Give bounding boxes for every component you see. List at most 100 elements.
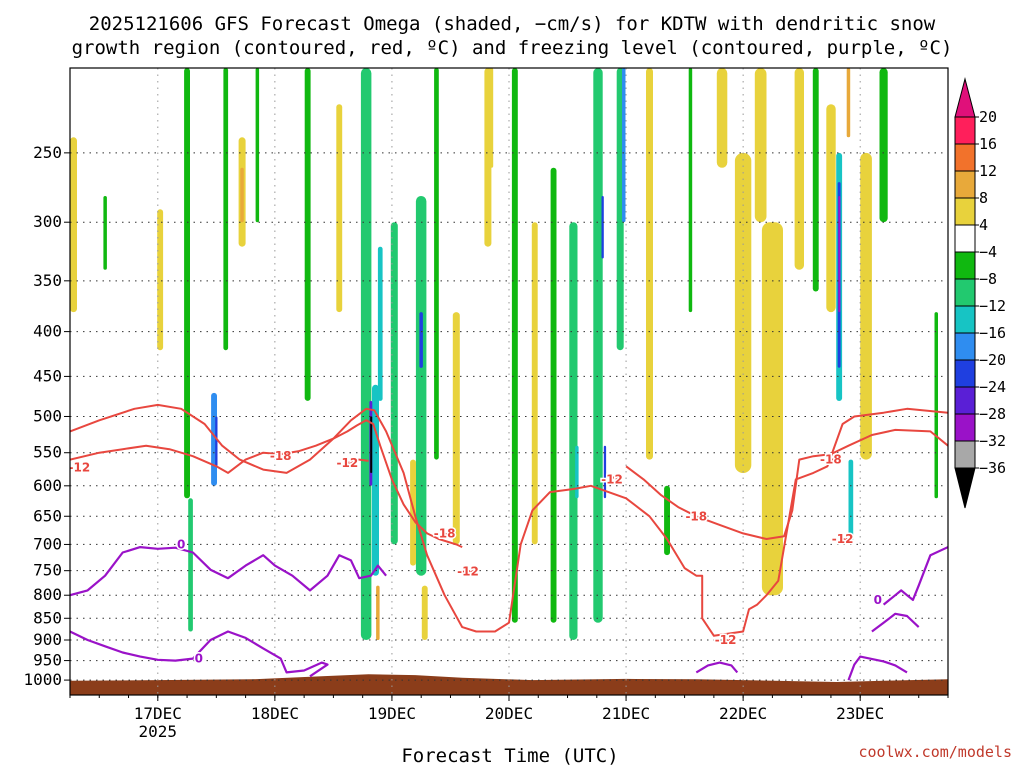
omega-cell (415, 196, 427, 576)
colorbar-label: −16 (979, 324, 1006, 342)
contour-label: 0 (195, 652, 203, 666)
omega-cell (716, 68, 728, 168)
colorbar-segment (954, 332, 976, 361)
contour-label: -12 (69, 461, 91, 475)
contour-line (608, 475, 621, 481)
y-tick-label: 350 (33, 271, 62, 290)
y-tick-label: 950 (33, 651, 62, 670)
omega-cell (434, 68, 439, 460)
omega-cell (616, 68, 624, 351)
contour-line (462, 569, 474, 573)
y-tick-label: 450 (33, 366, 62, 385)
omega-cell (377, 246, 383, 401)
omega-cell (419, 312, 423, 368)
omega-cell (390, 222, 398, 545)
y-tick-label: 650 (33, 506, 62, 525)
colorbar-bottom-arrow (954, 467, 976, 509)
y-tick-label: 400 (33, 322, 62, 341)
omega-cell (484, 68, 492, 247)
omega-cell (372, 384, 379, 576)
x-tick-label: 22DEC (719, 704, 767, 723)
colorbar-label: −32 (979, 432, 1006, 450)
omega-cell (370, 416, 373, 473)
y-tick-label: 750 (33, 561, 62, 580)
y-tick-label: 800 (33, 585, 62, 604)
gridlines (70, 68, 948, 695)
y-tick-label: 700 (33, 534, 62, 553)
omega-cell (848, 459, 854, 545)
y-tick-label: 250 (33, 143, 62, 162)
contour-line (70, 546, 387, 597)
dgz-contours: -12 -18 -12 -18 -12 -12 -18 -12 -18 -12 (69, 403, 948, 649)
y-tick-label: 600 (33, 476, 62, 495)
y-tick-label: 850 (33, 608, 62, 627)
omega-cell (593, 68, 603, 623)
omega-cell (531, 222, 538, 545)
x-tick-label: 21DEC (602, 704, 650, 723)
contour-label: 0 (874, 593, 882, 607)
omega-cell (622, 68, 626, 223)
colorbar-label: 8 (979, 189, 988, 207)
omega-cell (754, 68, 767, 223)
y-tick-label: 500 (33, 407, 62, 426)
contour-line (70, 419, 463, 549)
omega-cell (452, 312, 460, 545)
contour-label: -12 (457, 565, 479, 579)
omega-cell (215, 416, 218, 467)
colorbar-segment (954, 197, 976, 226)
colorbar-label: −8 (979, 270, 997, 288)
omega-cell (336, 104, 343, 313)
colorbar-top-arrow (954, 77, 976, 118)
colorbar-label: −24 (979, 378, 1006, 396)
omega-cell (812, 68, 819, 292)
terrain (70, 674, 948, 695)
omega-cell (838, 196, 841, 313)
contour-line (70, 403, 948, 637)
x-tick-label: 19DEC (368, 704, 416, 723)
omega-cell (103, 196, 107, 270)
contour-line (871, 612, 920, 633)
contour-line (882, 546, 948, 606)
omega-cell (550, 167, 557, 623)
contour-label: -12 (832, 532, 854, 546)
colorbar-label: 4 (979, 216, 988, 234)
colorbar: 20 16 12 8 4 −4 −8 −12 −16 −20 −24 −28 −32 −36 (954, 77, 1006, 509)
omega-cell (846, 68, 851, 138)
colorbar-segment (954, 170, 976, 199)
omega-cell (360, 68, 372, 640)
omega-cell (223, 68, 229, 351)
y-tick-label: 900 (33, 630, 62, 649)
contour-line (70, 630, 329, 678)
colorbar-segment (954, 278, 976, 307)
chart-title-line1: 2025121606 GFS Forecast Omega (shaded, −… (89, 13, 936, 35)
omega-cell (569, 222, 578, 640)
colorbar-label: −4 (979, 243, 997, 261)
omega-cell (255, 68, 260, 223)
omega-cell (157, 209, 164, 351)
colorbar-segment (954, 143, 976, 172)
contour-line (625, 428, 948, 540)
omega-cell (646, 68, 653, 460)
omega-cell (826, 104, 836, 313)
x-tick-label: 20DEC (485, 704, 533, 723)
omega-cell (240, 167, 244, 223)
omega-cell (376, 585, 380, 640)
colorbar-label: −36 (979, 459, 1006, 477)
colorbar-label: 16 (979, 135, 997, 153)
omega-cell (304, 68, 311, 401)
x-axis-label: Forecast Time (UTC) (401, 745, 618, 767)
x-tick-label: 18DEC (251, 704, 299, 723)
colorbar-label: −12 (979, 297, 1006, 315)
colorbar-segment (954, 116, 976, 145)
contour-line (695, 661, 739, 674)
contour-label: -12 (337, 456, 359, 470)
colorbar-segment (954, 359, 976, 388)
omega-cell (421, 585, 428, 640)
colorbar-label: 20 (979, 108, 997, 126)
chart-title-line2: growth region (contoured, red, ºC) and f… (72, 37, 953, 59)
omega-cell (879, 68, 888, 223)
credit-text: coolwx.com/models (858, 743, 1012, 761)
x-tick-label: 23DEC (836, 704, 884, 723)
contour-label: -18 (270, 449, 292, 463)
